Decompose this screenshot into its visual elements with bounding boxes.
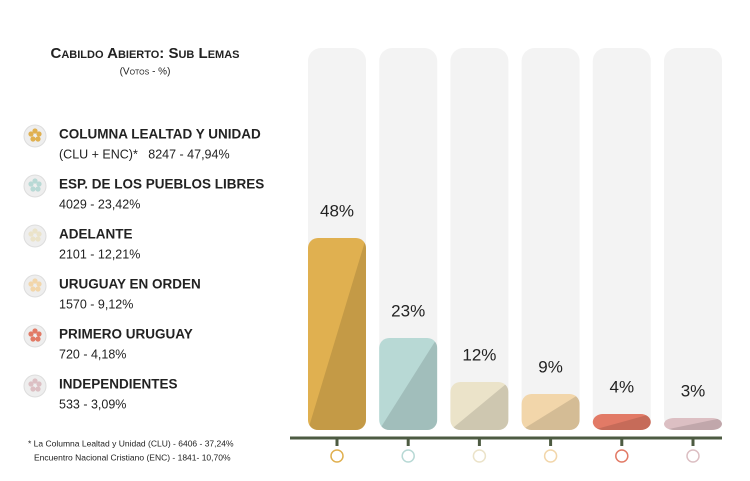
legend-icon-dot [30, 286, 36, 292]
bar-shade [592, 414, 651, 430]
axis-dot [330, 449, 344, 463]
legend-icon-dot [36, 131, 42, 137]
legend-detail: 720 - 4,18% [59, 347, 126, 361]
bar [664, 418, 722, 430]
bar-track [379, 48, 438, 430]
bar-shade [450, 382, 509, 430]
bar-shade [521, 394, 580, 430]
axis-dot [686, 449, 700, 463]
legend-detail: 4029 - 23,42% [59, 197, 140, 211]
legend-label: COLUMNA LEALTAD Y UNIDAD [59, 127, 261, 142]
legend-label: URUGUAY EN ORDEN [59, 277, 201, 292]
axis-dot [401, 449, 415, 463]
legend-detail: 533 - 3,09% [59, 397, 126, 411]
bar-track [450, 48, 509, 430]
legend-icon-dot [36, 231, 42, 237]
value-label: 9% [538, 357, 563, 376]
legend-icon [23, 124, 47, 148]
bar [379, 338, 438, 430]
legend-icon-dot [28, 331, 34, 337]
bar-shade [308, 238, 366, 430]
legend-icon-dot [30, 236, 36, 242]
bar [592, 414, 651, 430]
legend-icon-dot [32, 328, 38, 334]
legend-icon [23, 324, 47, 348]
legend-label: ESP. DE LOS PUEBLOS LIBRES [59, 177, 264, 192]
legend-icon-dot [30, 336, 36, 342]
legend-icon-dot [28, 231, 34, 237]
bar-track [521, 48, 580, 430]
legend-icon-dot [28, 281, 34, 287]
value-label: 4% [610, 377, 635, 396]
value-label: 3% [681, 381, 706, 400]
legend-icon-dot [28, 381, 34, 387]
legend-icon-dot [32, 128, 38, 134]
legend-detail: (CLU + ENC)* 8247 - 47,94% [59, 147, 230, 161]
legend-icon-dot [35, 136, 41, 142]
legend-icon [23, 224, 47, 248]
legend-icon [23, 374, 47, 398]
bar-track [664, 48, 722, 430]
legend-icon-dot [32, 178, 38, 184]
legend-icon-dot [30, 386, 36, 392]
footnote: * La Columna Lealtad y Unidad (CLU) - 64… [28, 438, 234, 448]
legend-icon-dot [32, 378, 38, 384]
legend-detail: 1570 - 9,12% [59, 297, 133, 311]
legend-icon-dot [35, 336, 41, 342]
legend-icon-dot [36, 181, 42, 187]
legend-icon-dot [35, 386, 41, 392]
footnote: Encuentro Nacional Cristiano (ENC) - 184… [34, 452, 231, 462]
bar [308, 238, 366, 430]
legend-icon-dot [35, 186, 41, 192]
legend-icon [23, 174, 47, 198]
axis-dot [472, 449, 487, 463]
legend-icon-dot [30, 186, 36, 192]
bar-track [592, 48, 651, 430]
legend-icon-dot [32, 228, 38, 234]
legend-icon-dot [28, 181, 34, 187]
legend-label: ADELANTE [59, 227, 133, 242]
bar-shade [379, 338, 438, 430]
legend-icon-dot [28, 131, 34, 137]
legend-icon-dot [36, 281, 42, 287]
legend-detail: 2101 - 12,21% [59, 247, 140, 261]
legend-icon-dot [30, 136, 36, 142]
legend-icon-dot [36, 331, 42, 337]
legend-label: PRIMERO URUGUAY [59, 327, 193, 342]
bar [521, 394, 580, 430]
legend-icon [23, 274, 47, 298]
chart-subtitle: (Votos - %) [120, 67, 171, 78]
bar-shade [664, 418, 722, 430]
value-label: 23% [391, 301, 425, 320]
axis-dot [615, 449, 629, 463]
axis-dot [543, 449, 558, 463]
chart-title: Cabildo Abierto: Sub Lemas [51, 45, 240, 62]
value-label: 12% [462, 345, 496, 364]
value-label: 48% [320, 201, 354, 220]
legend-label: INDEPENDIENTES [59, 377, 178, 392]
bar [450, 382, 509, 430]
legend-icon-dot [35, 236, 41, 242]
legend-icon-dot [32, 278, 38, 284]
legend-icon-dot [36, 381, 42, 387]
legend-icon-dot [35, 286, 41, 292]
